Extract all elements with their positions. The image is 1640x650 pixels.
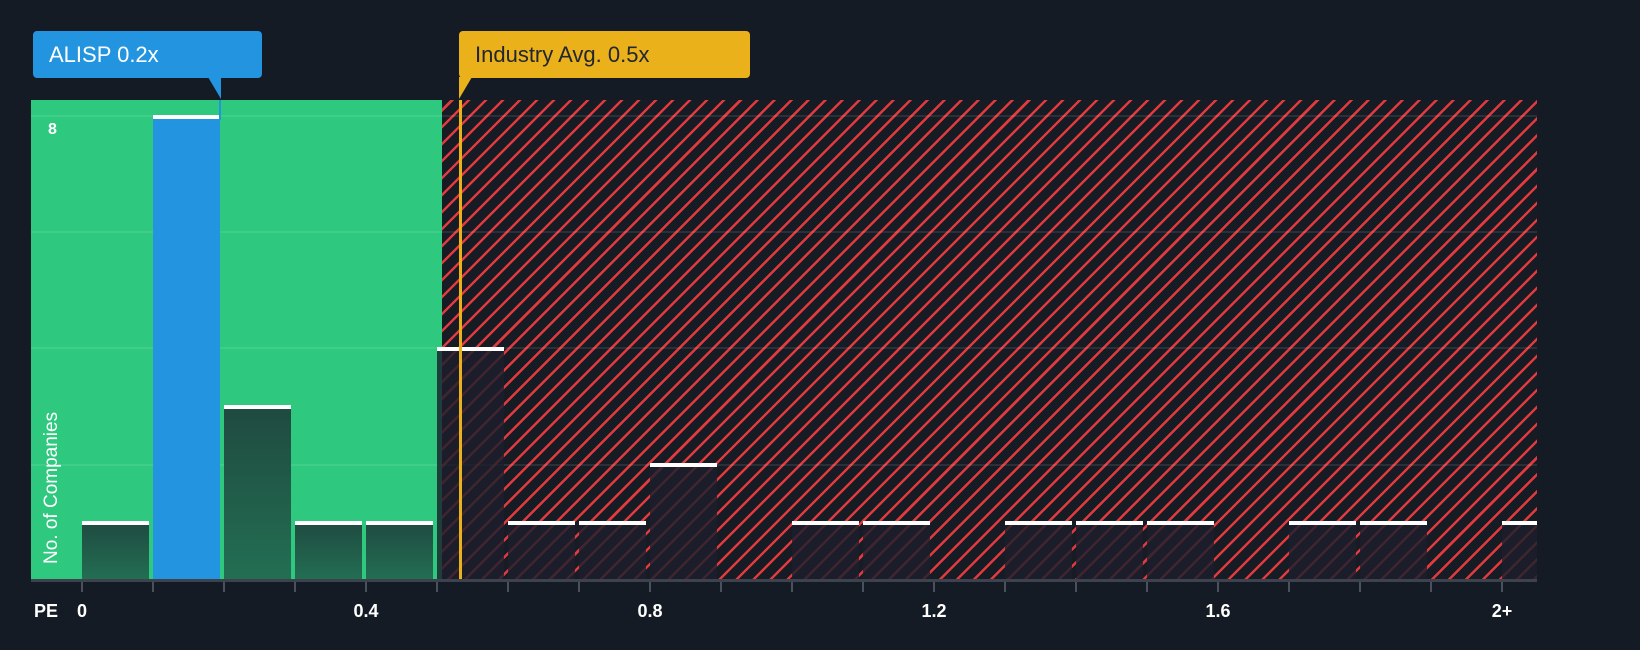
bar-top-cap: [579, 521, 646, 525]
histogram-bar: [508, 521, 575, 581]
x-tick: [933, 582, 935, 592]
histogram-bar: [1502, 521, 1537, 581]
histogram-bar: [295, 521, 362, 581]
histogram-bar: [1360, 521, 1427, 581]
bar-top-cap: [792, 521, 859, 525]
bar-top-cap: [863, 521, 930, 525]
bar-top-cap: [153, 115, 220, 119]
x-tick: [1288, 582, 1290, 592]
industry-callout-pointer: [459, 77, 472, 99]
x-tick: [1359, 582, 1361, 592]
x-tick-label-0.4: 0.4: [353, 601, 379, 621]
histogram-bar: [863, 521, 930, 581]
gridline-8: [31, 115, 1537, 117]
bar-top-cap: [82, 521, 149, 525]
x-tick: [862, 582, 864, 592]
x-tick: [365, 582, 367, 592]
plot-area: [31, 100, 1537, 581]
histogram-bar: [792, 521, 859, 581]
histogram-bar: [153, 115, 220, 581]
x-tick: [294, 582, 296, 592]
x-tick-label-0.8: 0.8: [637, 601, 663, 621]
histogram-bar: [437, 347, 504, 581]
x-tick: [1146, 582, 1148, 592]
bar-top-cap: [508, 521, 575, 525]
bar-top-cap: [1005, 521, 1072, 525]
histogram-bar: [579, 521, 646, 581]
gridline-2: [31, 464, 1537, 466]
gridline-4: [31, 347, 1537, 349]
bar-top-cap: [1360, 521, 1427, 525]
bar-top-cap: [295, 521, 362, 525]
x-axis-prefix: PE: [34, 601, 59, 621]
histogram-bar: [1147, 521, 1214, 581]
x-tick: [578, 582, 580, 592]
x-tick-label-1.2: 1.2: [921, 601, 947, 621]
x-tick: [1004, 582, 1006, 592]
x-tick-label-1.6: 1.6: [1205, 601, 1231, 621]
company-callout-pointer: [208, 77, 221, 99]
x-tick: [1075, 582, 1077, 592]
x-tick: [649, 582, 651, 592]
histogram-bar: [82, 521, 149, 581]
histogram-bar: [1076, 521, 1143, 581]
bar-top-cap: [437, 347, 504, 351]
histogram-bar: [1005, 521, 1072, 581]
x-tick: [223, 582, 225, 592]
company-callout: ALISP 0.2x: [33, 31, 262, 78]
y-axis-title: No. of Companies: [41, 411, 62, 564]
bar-top-cap: [1147, 521, 1214, 525]
x-tick: [436, 582, 438, 592]
gridline-6: [31, 231, 1537, 233]
industry-callout: Industry Avg. 0.5x: [459, 31, 750, 78]
histogram-bar: [650, 463, 717, 581]
x-tick: [81, 582, 83, 592]
x-tick: [507, 582, 509, 592]
bar-top-cap: [650, 463, 717, 467]
x-tick: [1217, 582, 1219, 592]
x-tick: [152, 582, 154, 592]
company-line: [219, 100, 221, 120]
x-tick-label-2plus: 2+: [1491, 601, 1513, 621]
bar-top-cap: [1289, 521, 1356, 525]
industry-avg-line: [459, 100, 462, 581]
bar-top-cap: [1502, 521, 1537, 525]
x-tick: [1501, 582, 1503, 592]
x-tick-label-0: 0: [76, 601, 88, 621]
bar-top-cap: [366, 521, 433, 525]
histogram-bar: [224, 405, 291, 581]
histogram-bar: [366, 521, 433, 581]
y-tick-8: 8: [48, 121, 57, 138]
x-axis-line: [31, 579, 1537, 582]
x-tick: [791, 582, 793, 592]
above-industry-zone: [442, 100, 1537, 581]
bar-top-cap: [1076, 521, 1143, 525]
x-tick: [1430, 582, 1432, 592]
histogram-bar: [1289, 521, 1356, 581]
bar-top-cap: [224, 405, 291, 409]
x-tick: [720, 582, 722, 592]
